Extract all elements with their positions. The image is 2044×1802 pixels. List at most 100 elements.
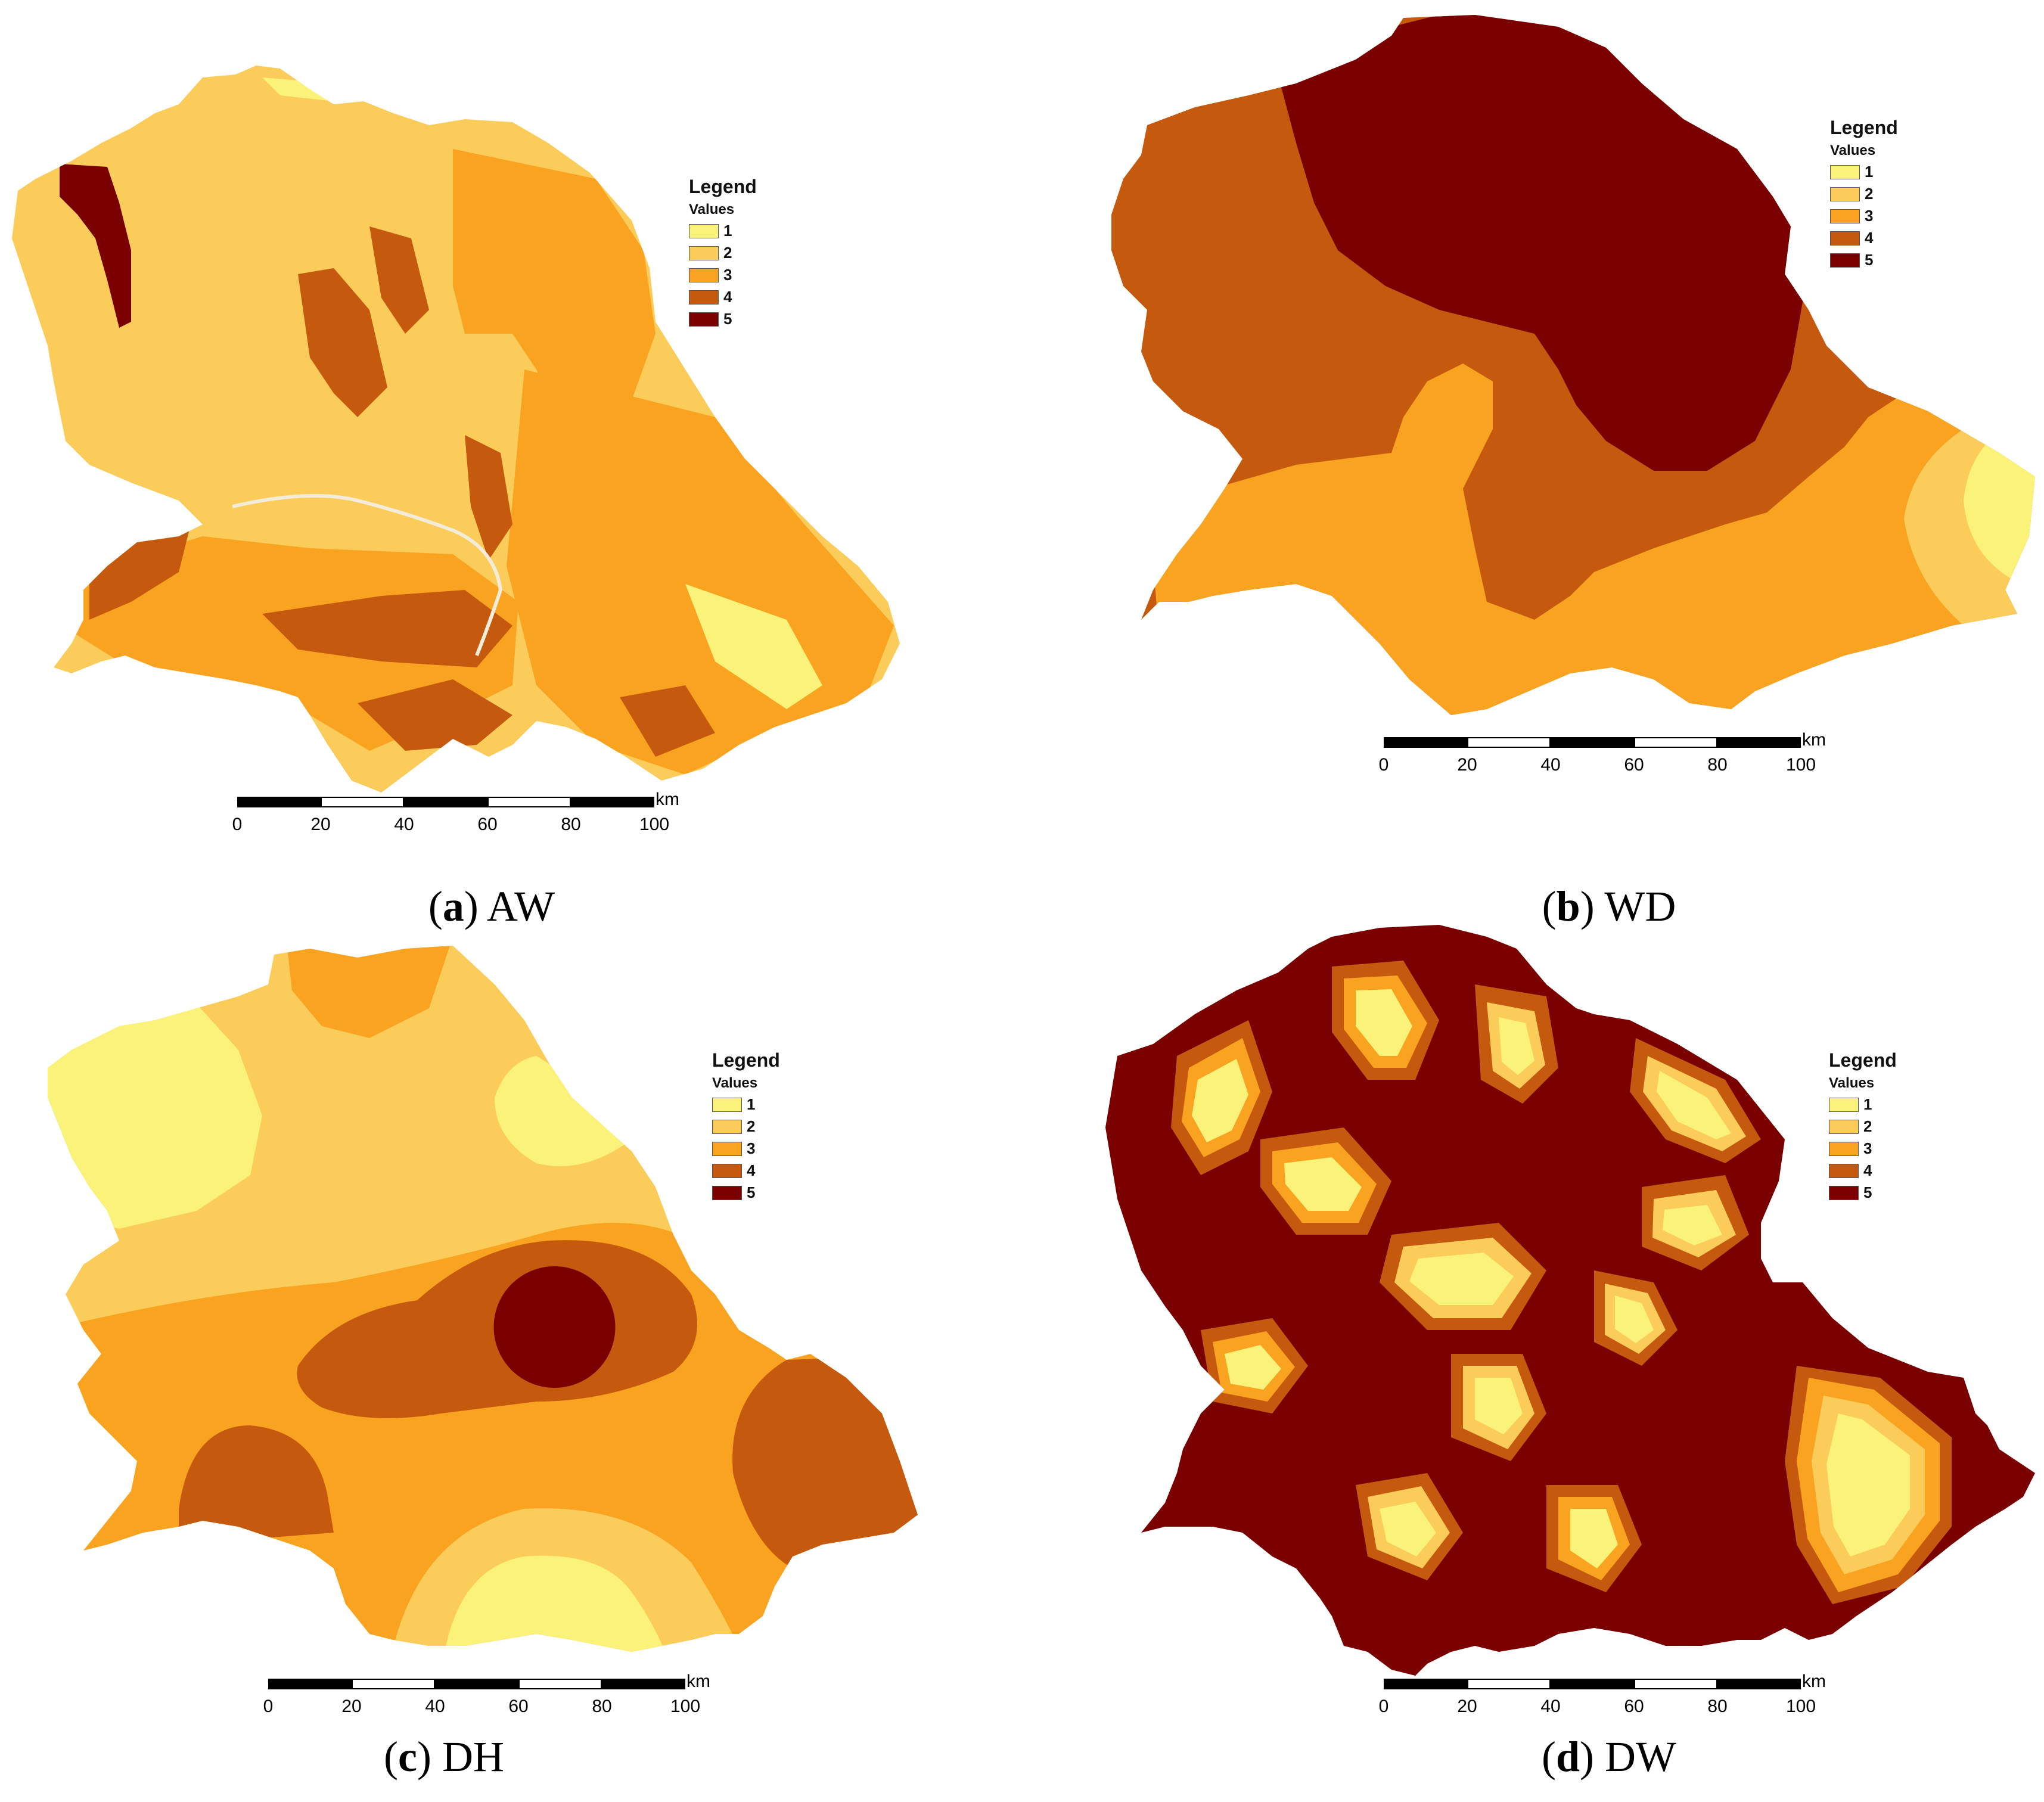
- region-class5: [493, 1266, 616, 1388]
- legend-swatch: [1829, 1141, 1859, 1156]
- legend-item: 4: [1829, 1160, 1897, 1182]
- panel-caption: (a) AW: [428, 883, 555, 930]
- map-aw: [12, 66, 900, 793]
- legend-label: 3: [747, 1139, 756, 1157]
- legend-item: 3: [712, 1138, 780, 1160]
- caption-label: DW: [1605, 1733, 1676, 1781]
- legend-label: 2: [747, 1117, 756, 1135]
- region-class3: [453, 149, 656, 429]
- legend-swatch: [1830, 209, 1860, 223]
- legend-item: 3: [1829, 1138, 1897, 1160]
- legend-item: 5: [712, 1182, 780, 1204]
- panel-caption: (b) WD: [1542, 883, 1676, 930]
- scale-segment: [1467, 1679, 1551, 1689]
- scale-segment: [1467, 737, 1551, 748]
- legend-swatch: [689, 223, 719, 238]
- legend-label: 5: [747, 1183, 756, 1201]
- legend-label: 5: [723, 310, 732, 328]
- legend-item: 5: [689, 308, 757, 330]
- scale-unit: km: [1802, 1671, 1826, 1691]
- region-class1: [1964, 417, 2035, 590]
- region-class3: [286, 946, 453, 1038]
- region-class1: [1380, 1502, 1436, 1556]
- scale-segment: [321, 797, 404, 807]
- legend-label: 4: [747, 1161, 756, 1179]
- legend-swatch: [1829, 1097, 1859, 1112]
- region-class1: [1663, 1205, 1722, 1245]
- legend-item: 4: [1830, 227, 1898, 249]
- region-class1: [1409, 1253, 1514, 1305]
- legend-swatch: [689, 268, 719, 282]
- legend-label: 3: [723, 266, 732, 284]
- scale-tick: 100: [639, 815, 670, 834]
- caption-letter: c: [398, 1733, 417, 1781]
- scale-segment: [602, 1679, 685, 1689]
- legend-swatch: [1830, 164, 1860, 179]
- region-class4: [369, 226, 429, 334]
- legend-title: Legend: [1829, 1049, 1897, 1071]
- legend-title: Legend: [689, 176, 757, 197]
- legend-swatch: [712, 1185, 742, 1200]
- scale-bar: 0 20 40 60 80 100 km: [232, 790, 690, 850]
- legend: Legend Values 1 2 3 4 5: [1830, 116, 1898, 271]
- legend: Legend Values 1 2 3 4 5: [712, 1048, 780, 1204]
- legend-label: 5: [1863, 1183, 1872, 1201]
- legend-item: 2: [689, 242, 757, 264]
- legend-swatch: [1830, 253, 1860, 268]
- scale-segment: [1384, 1679, 1467, 1689]
- legend-label: 1: [1863, 1095, 1872, 1113]
- legend-subtitle: Values: [1830, 142, 1876, 159]
- legend-label: 1: [723, 222, 732, 240]
- scale-unit: km: [656, 790, 679, 809]
- legend-item: 1: [689, 220, 757, 242]
- legend-item: 1: [1829, 1093, 1897, 1116]
- legend-item: 2: [1830, 183, 1898, 205]
- scale-tick: 40: [425, 1697, 445, 1716]
- scale-tick: 60: [1624, 1697, 1644, 1716]
- scale-tick: 40: [1540, 755, 1561, 775]
- legend-title: Legend: [1830, 117, 1898, 138]
- panel-dh: Legend Values 1 2 3 4 5 0 20 40 60 80 10…: [0, 901, 1022, 1802]
- caption-label: AW: [486, 883, 555, 930]
- region-class4: [732, 1354, 918, 1568]
- legend-swatch: [689, 290, 719, 305]
- panel-dw: Legend Values 1 2 3 4 5 0 20 40 60 80 10…: [1022, 901, 2044, 1802]
- caption-label: DH: [442, 1733, 504, 1781]
- scale-segment: [237, 797, 321, 807]
- region-class1: [1284, 1157, 1362, 1211]
- panel-caption: (d) DW: [1542, 1733, 1676, 1781]
- region-class4: [620, 685, 715, 757]
- legend-subtitle: Values: [689, 201, 735, 218]
- caption-letter: b: [1556, 883, 1580, 930]
- legend-swatch: [712, 1141, 742, 1156]
- region-class1: [1615, 1295, 1654, 1343]
- river-line: [232, 494, 503, 657]
- scale-bar: 0 20 40 60 80 100 km: [263, 1671, 721, 1732]
- caption-label: WD: [1604, 883, 1676, 930]
- legend-subtitle: Values: [1829, 1075, 1875, 1091]
- scale-segment: [1551, 737, 1634, 748]
- panel-wd: Legend Values 1 2 3 4 5 0 20 40 60 80 10…: [1022, 0, 2044, 930]
- scale-segment: [487, 797, 571, 807]
- region-class1: [1225, 1345, 1281, 1390]
- legend-swatch: [1830, 187, 1860, 201]
- region-class5: [60, 164, 131, 328]
- legend-label: 4: [723, 288, 732, 306]
- region-class1: [1570, 1509, 1618, 1568]
- region-class1: [1657, 1071, 1731, 1139]
- scale-tick: 100: [670, 1697, 701, 1716]
- scale-tick: 0: [1378, 755, 1389, 775]
- scale-segment: [1717, 737, 1801, 748]
- scale-tick: 0: [263, 1697, 274, 1716]
- panel-caption: (c) DH: [384, 1733, 504, 1781]
- scale-tick: 80: [592, 1697, 612, 1716]
- legend-swatch: [712, 1097, 742, 1112]
- region-class1: [1192, 1059, 1248, 1142]
- scale-segment: [1634, 1679, 1717, 1689]
- scale-tick: 20: [1457, 755, 1477, 775]
- scale-tick: 60: [1624, 755, 1644, 775]
- legend-item: 2: [1829, 1116, 1897, 1138]
- legend-swatch: [712, 1163, 742, 1178]
- scale-tick: 60: [477, 815, 498, 834]
- scale-segment: [404, 797, 487, 807]
